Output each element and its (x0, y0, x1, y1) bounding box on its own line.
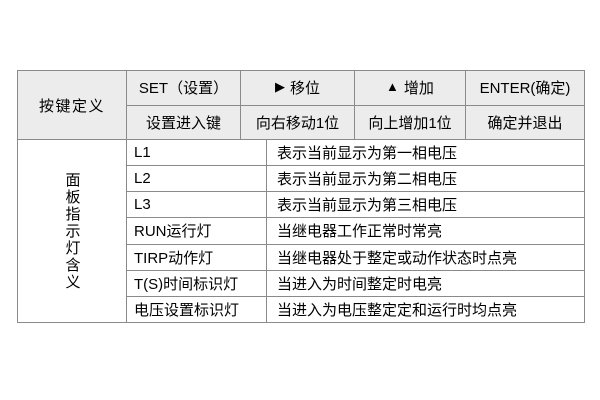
enter-description-text: 确定并退出 (487, 114, 563, 132)
key-column-shift-title: ▶ 移位 (241, 71, 355, 105)
table-row: 电压设置标识灯 当进入为电压整定定和运行时均点亮 (127, 296, 584, 322)
key-column-increase-title: ▲ 增加 (355, 71, 466, 105)
lamp-meaning-cell: 当继电器处于整定或动作状态时点亮 (267, 244, 584, 270)
lamp-meaning-text: 表示当前显示为第三相电压 (277, 197, 458, 215)
up-triangle-icon: ▲ (386, 79, 399, 95)
lamp-meaning-cell: 当进入为时间整定时电亮 (267, 270, 584, 296)
key-definition-label: 按键定义 (38, 97, 105, 115)
lamp-meaning-text: 当进入为时间整定时电亮 (277, 275, 443, 293)
key-columns-grid: SET（设置） ▶ 移位 ▲ 增加 ENTER(确定) 设置进入键 (127, 71, 584, 139)
lamp-meaning-text: 当进入为电压整定定和运行时均点亮 (277, 301, 518, 319)
set-description-text: 设置进入键 (145, 114, 221, 132)
key-definition-table: 按键定义 SET（设置） ▶ 移位 ▲ 增加 ENTER(确定) (17, 70, 585, 323)
lamp-name-cell: T(S)时间标识灯 (127, 270, 267, 296)
set-title-text: SET（设置） (138, 80, 229, 98)
increase-title-text: 增加 (403, 80, 434, 98)
lamp-name-text: L2 (134, 170, 151, 188)
lamp-name-text: RUN运行灯 (134, 223, 212, 241)
key-column-enter-description: 确定并退出 (466, 105, 584, 139)
shift-title-text: 移位 (289, 80, 320, 98)
key-descriptions-row: 设置进入键 向右移动1位 向上增加1位 确定并退出 (127, 105, 584, 139)
panel-indicator-header-cell: 面板指示灯含义 (18, 140, 127, 322)
lamp-name-cell: TIRP动作灯 (127, 244, 267, 270)
key-column-set-title: SET（设置） (127, 71, 241, 105)
lamp-meaning-cell: 表示当前显示为第二相电压 (267, 166, 584, 192)
table-row: T(S)时间标识灯 当进入为时间整定时电亮 (127, 270, 584, 297)
table-row: L3 表示当前显示为第三相电压 (127, 192, 584, 219)
lamp-name-cell: 电压设置标识灯 (127, 296, 267, 322)
panel-indicator-label: 面板指示灯含义 (63, 171, 81, 291)
key-definition-header-cell: 按键定义 (18, 71, 127, 139)
lamp-meaning-text: 当继电器处于整定或动作状态时点亮 (277, 249, 518, 267)
right-triangle-icon: ▶ (274, 79, 285, 95)
indicator-rows-area: L1 表示当前显示为第一相电压 L2 表示当前显示为第二相电压 L3 (127, 140, 584, 322)
table-row: TIRP动作灯 当继电器处于整定或动作状态时点亮 (127, 244, 584, 271)
shift-description-text: 向右移动1位 (255, 114, 340, 132)
increase-description-text: 向上增加1位 (368, 114, 452, 132)
lamp-meaning-text: 当继电器工作正常时常亮 (277, 223, 443, 241)
lamp-meaning-cell: 当进入为电压整定定和运行时均点亮 (267, 296, 584, 322)
lamp-name-cell: RUN运行灯 (127, 218, 267, 244)
lamp-name-cell: L3 (127, 192, 267, 218)
lamp-name-cell: L2 (127, 166, 267, 192)
table-header-block: 按键定义 SET（设置） ▶ 移位 ▲ 增加 ENTER(确定) (18, 71, 584, 140)
key-column-shift-description: 向右移动1位 (241, 105, 355, 139)
lamp-name-text: L1 (134, 144, 151, 162)
key-column-enter-title: ENTER(确定) (466, 71, 584, 105)
lamp-meaning-text: 表示当前显示为第一相电压 (277, 145, 458, 163)
lamp-name-text: 电压设置标识灯 (134, 301, 240, 319)
table-row: RUN运行灯 当继电器工作正常时常亮 (127, 218, 584, 245)
key-titles-row: SET（设置） ▶ 移位 ▲ 增加 ENTER(确定) (127, 71, 584, 106)
key-column-set-description: 设置进入键 (127, 105, 241, 139)
lamp-name-text: T(S)时间标识灯 (134, 275, 239, 293)
table-row: L1 表示当前显示为第一相电压 (127, 140, 584, 167)
lamp-meaning-cell: 表示当前显示为第三相电压 (267, 192, 584, 218)
lamp-meaning-cell: 表示当前显示为第一相电压 (267, 140, 584, 166)
lamp-name-text: L3 (134, 196, 151, 214)
table-row: L2 表示当前显示为第二相电压 (127, 166, 584, 193)
key-column-increase-description: 向上增加1位 (355, 105, 466, 139)
lamp-name-text: TIRP动作灯 (134, 249, 214, 267)
indicator-body-block: 面板指示灯含义 L1 表示当前显示为第一相电压 L2 表示当前显示为第二相电压 (18, 140, 584, 322)
lamp-meaning-cell: 当继电器工作正常时常亮 (267, 218, 584, 244)
lamp-meaning-text: 表示当前显示为第二相电压 (277, 171, 458, 189)
lamp-name-cell: L1 (127, 140, 267, 166)
enter-title-text: ENTER(确定) (479, 80, 571, 98)
